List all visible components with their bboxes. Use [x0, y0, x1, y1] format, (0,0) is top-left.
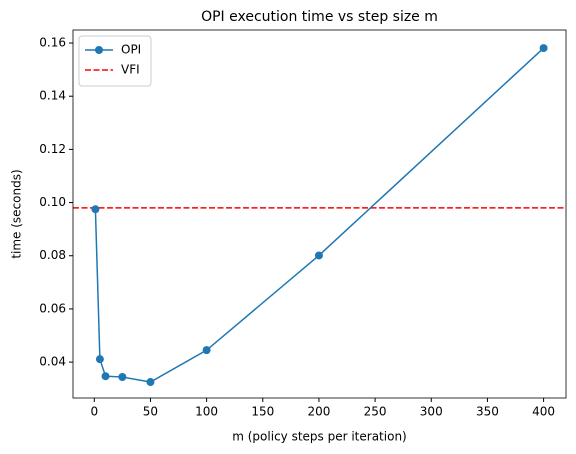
- x-tick-label: 150: [251, 405, 274, 419]
- legend-label: OPI: [121, 43, 141, 57]
- data-point: [101, 372, 110, 381]
- data-point: [146, 378, 155, 387]
- x-tick-label: 50: [143, 405, 158, 419]
- y-tick-label: 0.04: [39, 355, 66, 369]
- y-tick-label: 0.16: [39, 36, 66, 50]
- y-tick-label: 0.08: [39, 248, 66, 262]
- x-axis-label: m (policy steps per iteration): [232, 430, 406, 444]
- data-point: [314, 251, 323, 260]
- legend-marker: [95, 46, 103, 54]
- series-line: [94, 47, 545, 383]
- legend-label: VFI: [121, 63, 140, 77]
- data-point: [91, 205, 100, 214]
- y-tick-label: 0.14: [39, 89, 66, 103]
- y-axis-label: time (seconds): [10, 169, 24, 258]
- data-point: [202, 346, 211, 355]
- data-point: [95, 355, 104, 364]
- x-tick-label: 400: [532, 405, 555, 419]
- x-tick-label: 250: [364, 405, 387, 419]
- plot-frame: [72, 29, 567, 399]
- x-tick-label: 0: [90, 405, 98, 419]
- y-tick-label: 0.06: [39, 301, 66, 315]
- x-tick-label: 350: [476, 405, 499, 419]
- y-tick-label: 0.10: [39, 195, 66, 209]
- x-tick-label: 200: [307, 405, 330, 419]
- chart-title: OPI execution time vs step size m: [201, 9, 438, 25]
- data-point: [539, 44, 548, 53]
- data-point: [118, 372, 127, 381]
- x-tick-label: 100: [195, 405, 218, 419]
- y-tick-label: 0.12: [39, 142, 66, 156]
- x-tick-label: 300: [420, 405, 443, 419]
